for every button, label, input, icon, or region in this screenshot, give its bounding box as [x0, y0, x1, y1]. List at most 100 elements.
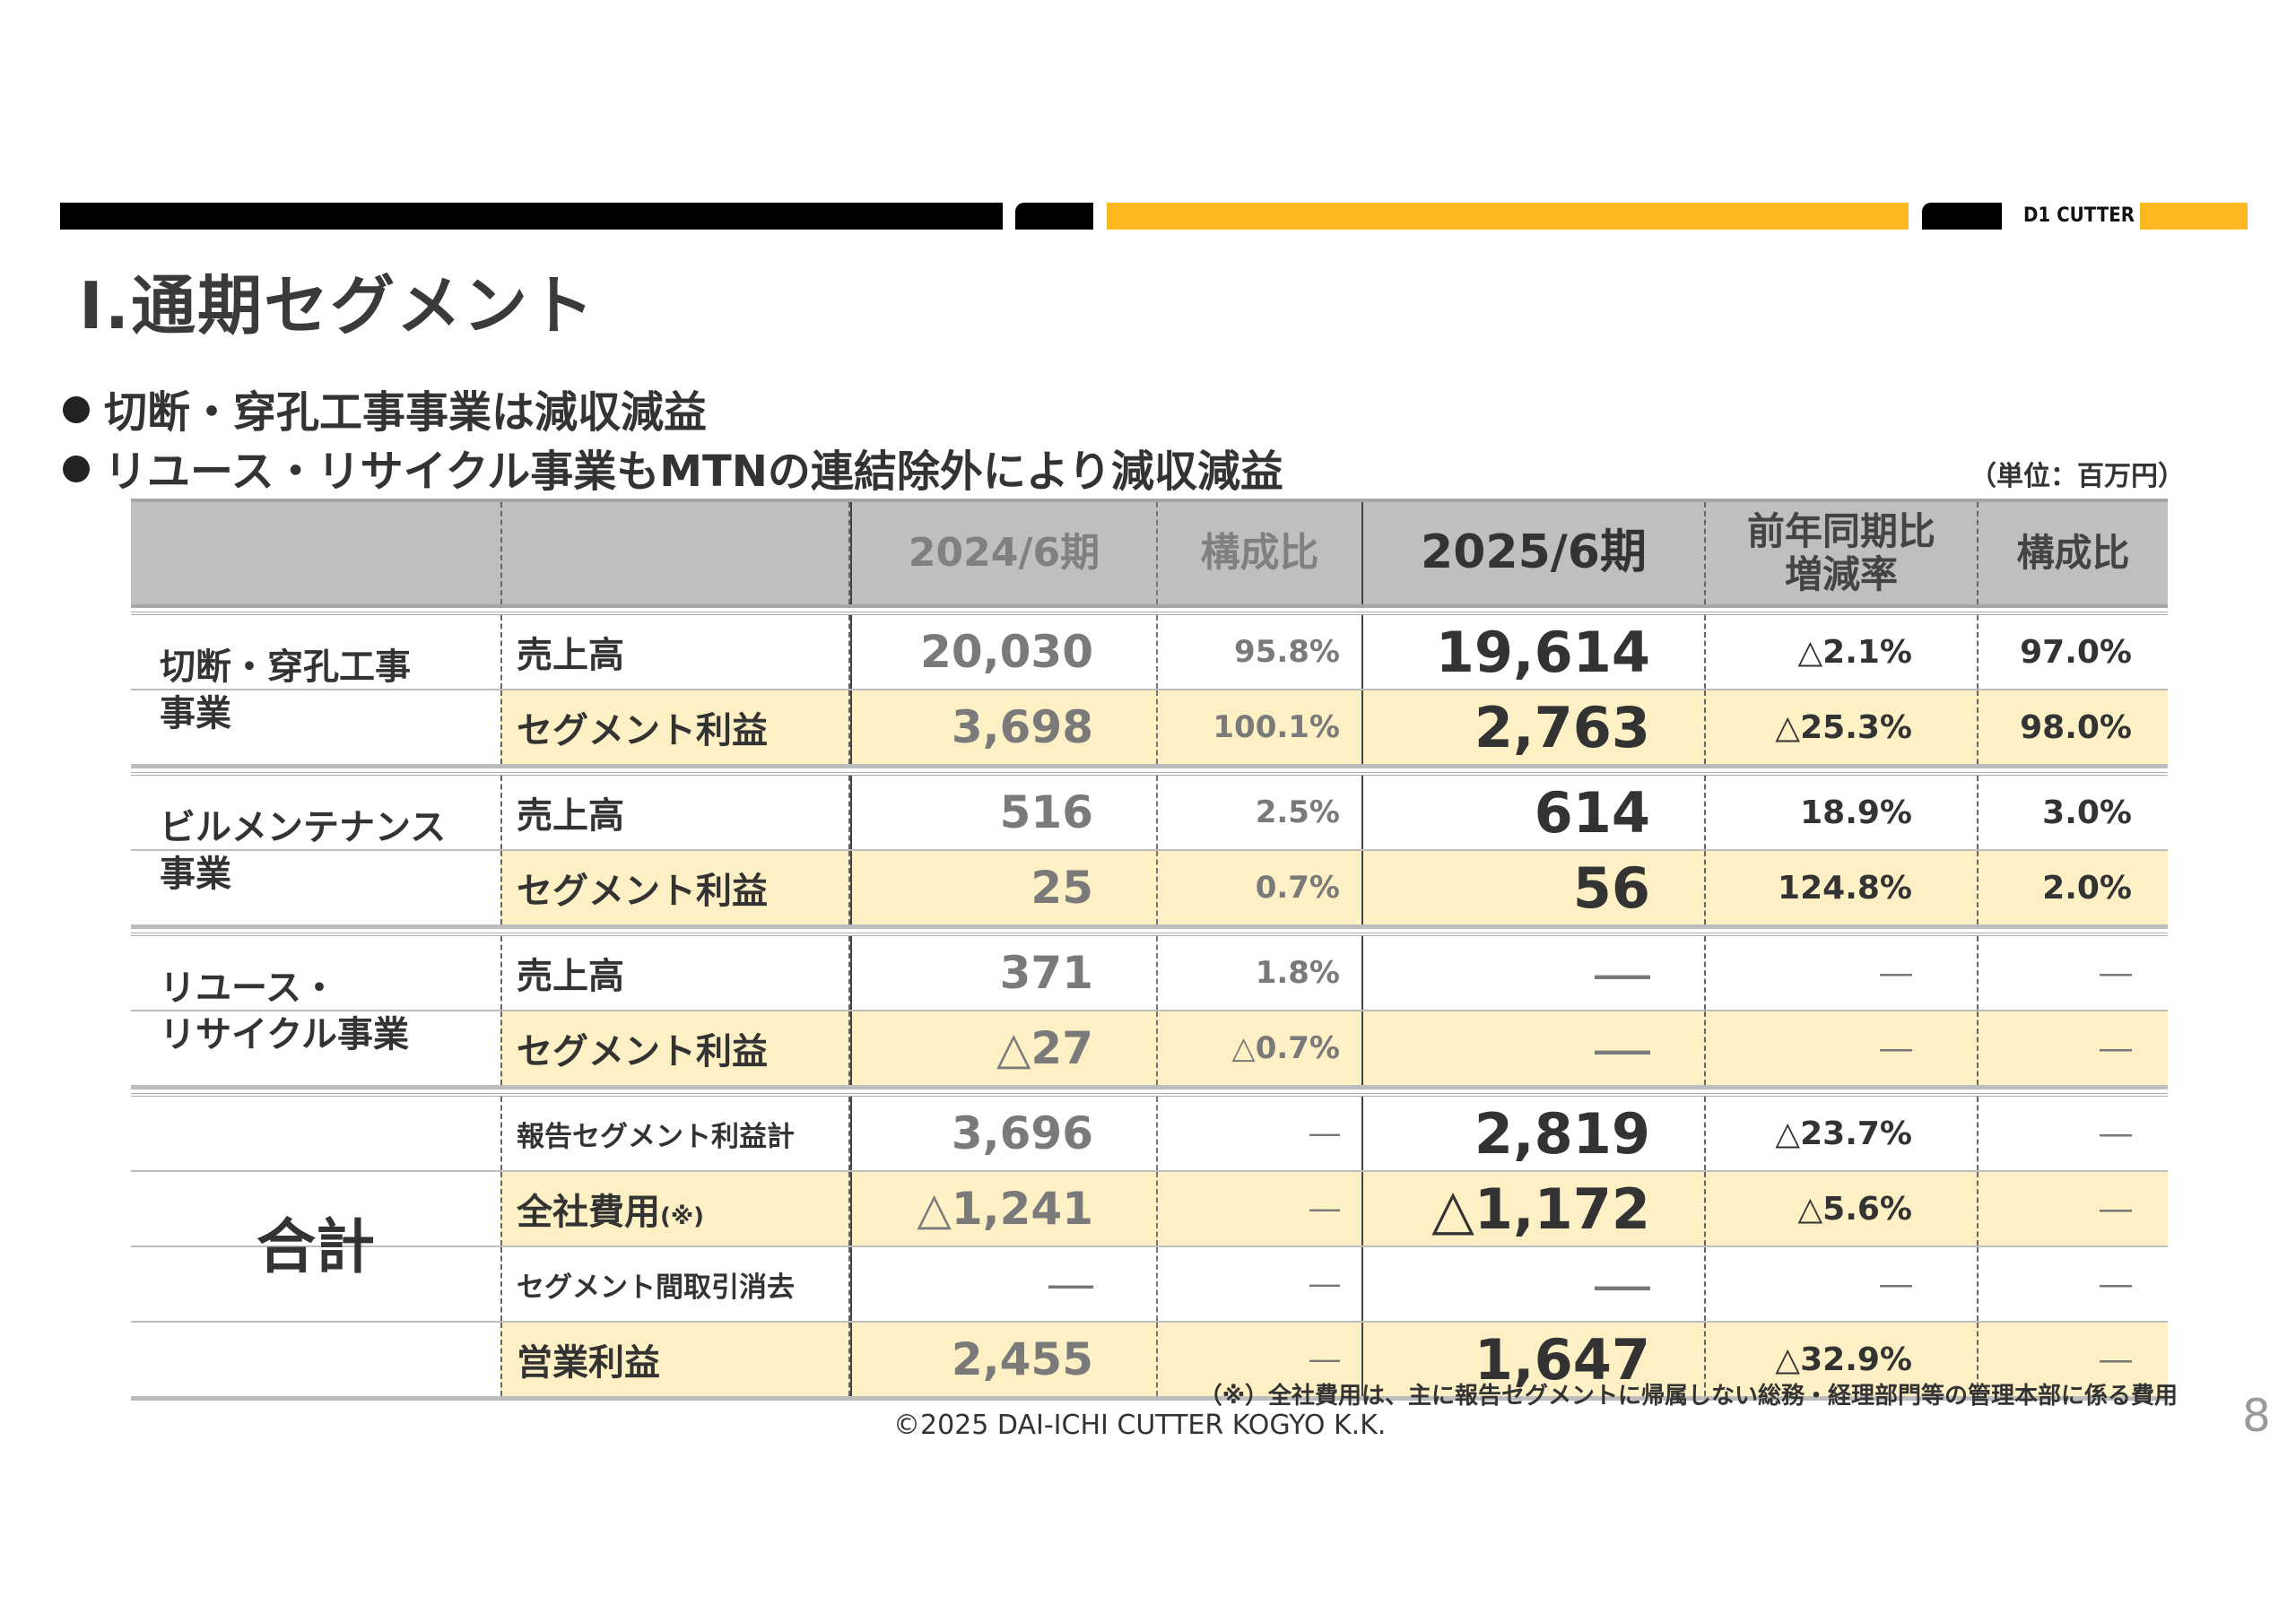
table-row: セグメント間取引消去 ― ― ― ― ― — [131, 1247, 2168, 1323]
ratio-2024: ― — [1158, 1172, 1363, 1245]
ratio-2024: ― — [1158, 1323, 1363, 1396]
value-2024: 516 — [850, 776, 1158, 849]
row-label-cell: 売上高 — [500, 776, 850, 849]
row-label-cell: セグメント利益 — [500, 851, 850, 924]
value-2025: ― — [1363, 1011, 1706, 1085]
header-ratio-2025: 構成比 — [2016, 530, 2130, 575]
unit-label: （単位：百万円） — [1970, 461, 2185, 492]
table-row: 売上高 371 1.8% ― ― ― — [131, 936, 2168, 1011]
table-header: 2024/6期 構成比 2025/6期 前年同期比 増減率 構成比 — [131, 499, 2168, 608]
value-2024: 371 — [850, 936, 1158, 1010]
value-2025: 2,819 — [1363, 1097, 1706, 1170]
ratio-2025: 98.0% — [1979, 690, 2168, 764]
segment-table: 2024/6期 構成比 2025/6期 前年同期比 増減率 構成比 売上高 20,… — [131, 499, 2168, 1401]
row-label: 売上高 — [517, 626, 624, 678]
row-label: セグメント利益 — [517, 701, 768, 753]
bullet-2: リユース・リサイクル事業もMTNの連結除外により減収減益 — [63, 436, 1283, 499]
ratio-2025: ― — [2100, 954, 2132, 992]
header-cell — [500, 502, 850, 604]
ratio-2024: 100.1% — [1158, 690, 1363, 764]
table-row: 全社費用(※) △1,241 ― △1,172 △5.6% ― — [131, 1172, 2168, 1247]
section-label: 切断・穿孔工事 事業 — [160, 647, 411, 734]
value-2024: 25 — [850, 851, 1158, 924]
table-section: 売上高 20,030 95.8% 19,614 △2.1% 97.0% セグメント利益 3,6… — [131, 612, 2168, 768]
row-label-text: 営業利益 — [517, 1342, 660, 1384]
ratio-2025: ― — [1979, 1172, 2168, 1245]
table-row: セグメント利益 3,698 100.1% 2,763 △25.3% 98.0% — [131, 690, 2168, 766]
table-section: 売上高 371 1.8% ― ― ― セグメント利益 △27 △0.7% ― ― ― リユース・ リサイ… — [131, 933, 2168, 1089]
row-label-cell: 売上高 — [500, 936, 850, 1010]
row-label: 報告セグメント利益計 — [517, 1114, 795, 1154]
row-label-text: 売上高 — [517, 795, 624, 837]
ratio-2024: ― — [1158, 1097, 1363, 1170]
value-2025: 56 — [1363, 851, 1706, 924]
ratio-2025: ― — [1979, 1011, 2168, 1085]
section-label: ビルメンテナンス 事業 — [160, 807, 447, 895]
bullet-text: 切断・穿孔工事事業は減収減益 — [104, 387, 708, 438]
bullet-text: リユース・リサイクル事業もMTNの連結除外により減収減益 — [104, 447, 1283, 497]
value-2025: 614 — [1363, 776, 1706, 849]
page-title: Ⅰ.通期セグメント — [79, 268, 596, 343]
row-label-text: セグメント間取引消去 — [517, 1271, 795, 1304]
page-number: 8 — [2242, 1390, 2271, 1442]
table-section: 売上高 516 2.5% 614 18.9% 3.0% セグメント利益 25 0.7% 56 124… — [131, 772, 2168, 929]
yoy-change: 18.9% — [1706, 776, 1979, 849]
table-row: 売上高 516 2.5% 614 18.9% 3.0% — [131, 776, 2168, 851]
row-label-cell: 全社費用(※) — [500, 1172, 850, 1245]
ratio-2025: ― — [1979, 1323, 2168, 1396]
row-label-text: 全社費用 — [517, 1192, 660, 1233]
header-bar-yellow-1 — [1107, 203, 1909, 230]
value-2024: 2,455 — [850, 1323, 1158, 1396]
note-mark: (※) — [660, 1203, 705, 1230]
copyright: ©2025 DAI-ICHI CUTTER KOGYO K.K. — [893, 1410, 1387, 1441]
yoy-change: △23.7% — [1706, 1097, 1979, 1170]
ratio-2025: ― — [2100, 1115, 2132, 1152]
header-2025: 2025/6期 — [1363, 502, 1706, 604]
row-label: 全社費用(※) — [517, 1183, 704, 1235]
value-2025: ― — [1363, 936, 1706, 1010]
section-label: 合計 — [257, 1212, 375, 1282]
yoy-change: △5.6% — [1706, 1172, 1979, 1245]
brand-logo-text: D1 CUTTER — [2023, 204, 2135, 227]
header-bar-yellow-2 — [2140, 203, 2248, 230]
table-section: 報告セグメント利益計 3,696 ― 2,819 △23.7% ― 全社費用(※) △1,24… — [131, 1093, 2168, 1401]
header-cell — [131, 502, 500, 604]
yoy-change: △25.3% — [1706, 690, 1979, 764]
ratio-2025: 3.0% — [2042, 794, 2132, 831]
row-label-cell: 報告セグメント利益計 — [500, 1097, 850, 1170]
ratio-2024: 1.8% — [1158, 936, 1363, 1010]
table-row: 売上高 20,030 95.8% 19,614 △2.1% 97.0% — [131, 615, 2168, 690]
value-2025: ― — [1363, 1247, 1706, 1321]
row-label: 営業利益 — [517, 1333, 660, 1385]
value-2024: 3,696 — [850, 1097, 1158, 1170]
row-label: 売上高 — [517, 786, 624, 838]
yoy-change: ― — [1706, 1011, 1979, 1085]
value-2025: 1,647 — [1363, 1323, 1706, 1396]
header-bar-black-2 — [1015, 203, 1093, 230]
row-label-cell: 売上高 — [500, 615, 850, 689]
header-bar-black-3 — [1922, 203, 2002, 230]
header-yoy-change: 前年同期比 増減率 — [1706, 502, 1979, 604]
row-label-text: セグメント利益 — [517, 871, 768, 912]
value-2025: 19,614 — [1363, 615, 1706, 689]
row-label-text: 報告セグメント利益計 — [517, 1120, 795, 1153]
row-label-text: 売上高 — [517, 635, 624, 676]
table-row: セグメント利益 25 0.7% 56 124.8% 2.0% — [131, 851, 2168, 926]
ratio-2025: 2.0% — [1979, 851, 2168, 924]
value-2024: △1,241 — [850, 1172, 1158, 1245]
ratio-2024: 2.5% — [1158, 776, 1363, 849]
footnote: （※）全社費用は、主に報告セグメントに帰属しない総務・経理部門等の管理本部に係る… — [1198, 1383, 2178, 1410]
table-row: 報告セグメント利益計 3,696 ― 2,819 △23.7% ― — [131, 1097, 2168, 1172]
yoy-change: △2.1% — [1706, 615, 1979, 689]
section-label: リユース・ リサイクル事業 — [160, 968, 409, 1055]
ratio-2025: 97.0% — [2020, 633, 2132, 671]
value-2024: 20,030 — [850, 615, 1158, 689]
row-label-cell: セグメント利益 — [500, 690, 850, 764]
table-row: セグメント利益 △27 △0.7% ― ― ― — [131, 1011, 2168, 1087]
yoy-change: ― — [1706, 1247, 1979, 1321]
table-row: 営業利益 2,455 ― 1,647 △32.9% ― — [131, 1323, 2168, 1398]
row-label: 売上高 — [517, 947, 624, 999]
value-2024: △27 — [850, 1011, 1158, 1085]
header-bar-black-1 — [60, 203, 1003, 230]
yoy-change: ― — [1706, 936, 1979, 1010]
